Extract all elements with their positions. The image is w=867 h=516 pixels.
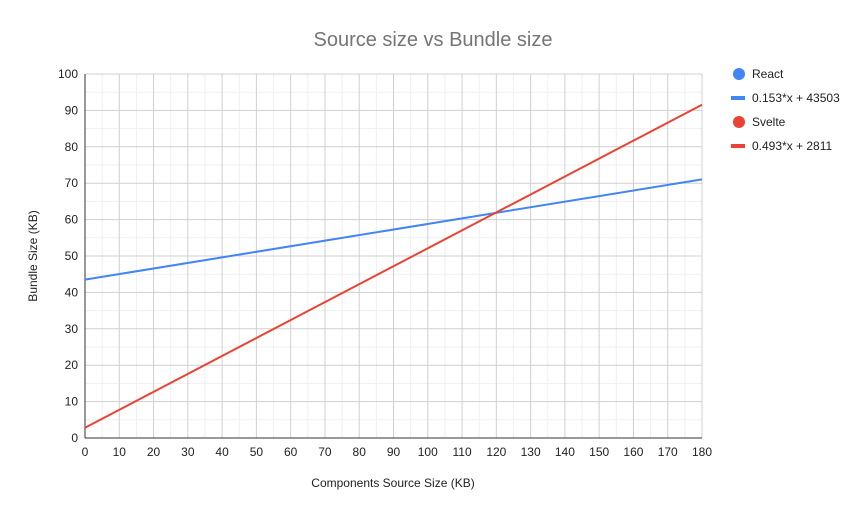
x-tick-label: 130 (521, 445, 541, 459)
y-tick-label: 70 (65, 176, 79, 190)
y-tick-labels: 0 10 20 30 40 50 60 70 80 90 100 (58, 67, 78, 445)
chart-title: Source size vs Bundle size (313, 29, 552, 51)
x-tick-label: 70 (318, 445, 332, 459)
y-tick-label: 30 (65, 322, 79, 336)
x-tick-label: 180 (692, 445, 712, 459)
x-tick-label: 30 (181, 445, 195, 459)
y-tick-label: 0 (71, 431, 78, 445)
y-tick-label: 10 (65, 395, 79, 409)
legend-label-svelte: Svelte (752, 115, 786, 129)
y-tick-label: 90 (65, 103, 79, 117)
x-tick-label: 10 (113, 445, 127, 459)
major-gridlines (85, 73, 703, 438)
x-tick-label: 110 (452, 445, 471, 459)
x-tick-label: 80 (353, 445, 367, 459)
axes (84, 74, 702, 439)
x-tick-label: 40 (215, 445, 229, 459)
trendline-react (84, 178, 703, 281)
x-axis-label: Components Source Size (KB) (311, 476, 474, 490)
y-tick-label: 80 (65, 140, 79, 154)
x-tick-label: 120 (486, 445, 506, 459)
legend-marker-react (733, 68, 745, 80)
legend-trendline-label-react: 0.153*x + 43503 (752, 91, 840, 105)
x-tick-labels: 0 10 20 30 40 50 60 70 80 90 100 110 120 130 140 150 160… (82, 445, 713, 459)
y-tick-label: 60 (65, 213, 79, 227)
y-tick-label: 20 (65, 358, 79, 372)
trendlines (84, 103, 703, 429)
y-tick-label: 100 (58, 67, 78, 81)
x-tick-label: 160 (623, 445, 643, 459)
y-axis-label: Bundle Size (KB) (26, 210, 40, 301)
legend: React 0.153*x + 43503 Svelte 0.493*x + 2811 (731, 67, 840, 153)
legend-trendline-swatch-svelte (731, 144, 745, 148)
x-tick-label: 170 (658, 445, 678, 459)
x-tick-label: 140 (555, 445, 575, 459)
legend-trendline-label-svelte: 0.493*x + 2811 (752, 139, 833, 153)
legend-label-react: React (752, 67, 784, 81)
legend-trendline-swatch-react (731, 96, 745, 100)
legend-marker-svelte (733, 116, 745, 128)
y-tick-label: 40 (65, 285, 79, 299)
x-tick-label: 0 (82, 445, 89, 459)
x-tick-label: 150 (589, 445, 609, 459)
y-tick-label: 50 (65, 249, 79, 263)
x-tick-label: 90 (387, 445, 401, 459)
x-tick-label: 50 (250, 445, 264, 459)
x-tick-label: 60 (284, 445, 298, 459)
x-tick-label: 100 (418, 445, 438, 459)
trendline-svelte (84, 103, 703, 429)
x-tick-label: 20 (147, 445, 161, 459)
